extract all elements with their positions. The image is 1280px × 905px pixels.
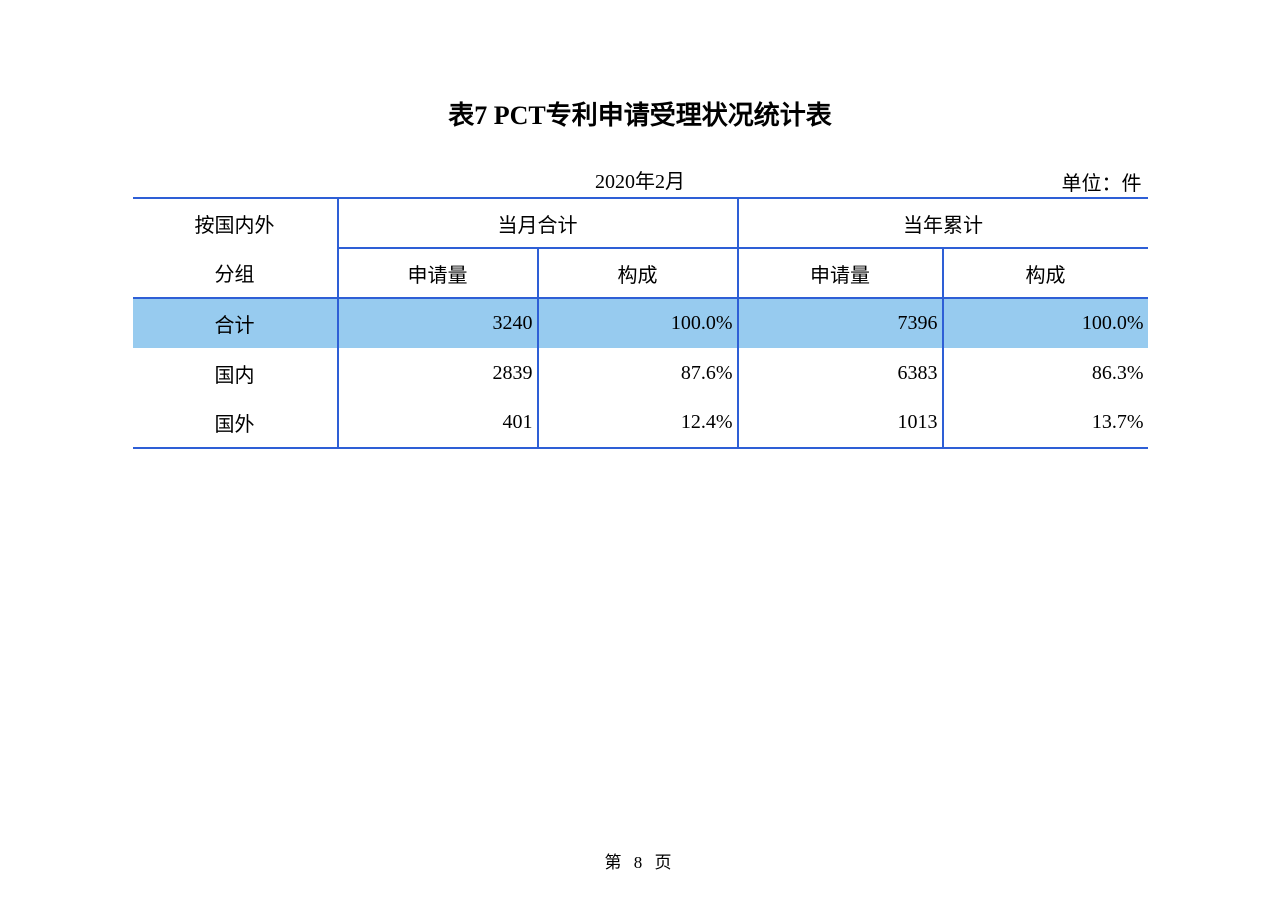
table-container: 2020年2月 单位：件 按国内外 当月合计 当年累计 分组 申请量 构成 申请… bbox=[133, 167, 1148, 449]
cell-year-comp: 13.7% bbox=[943, 398, 1148, 448]
col-year-comp: 构成 bbox=[943, 248, 1148, 298]
col-month-comp: 构成 bbox=[538, 248, 738, 298]
cell-year-comp: 86.3% bbox=[943, 348, 1148, 398]
cell-month-app: 2839 bbox=[338, 348, 538, 398]
page-number: 第 8 页 bbox=[0, 848, 1280, 873]
cell-month-comp: 100.0% bbox=[538, 298, 738, 348]
col-year-app: 申请量 bbox=[738, 248, 943, 298]
cell-month-comp: 87.6% bbox=[538, 348, 738, 398]
col-group-year: 当年累计 bbox=[738, 198, 1148, 248]
table-header-row-1: 按国内外 当月合计 当年累计 bbox=[133, 198, 1148, 248]
col-group-by: 按国内外 bbox=[133, 198, 338, 248]
cell-month-app: 401 bbox=[338, 398, 538, 448]
table-row: 国内 2839 87.6% 6383 86.3% bbox=[133, 348, 1148, 398]
table-meta-row: 2020年2月 单位：件 bbox=[133, 167, 1148, 197]
cell-month-app: 3240 bbox=[338, 298, 538, 348]
col-group-sub: 分组 bbox=[133, 248, 338, 298]
report-date: 2020年2月 bbox=[133, 167, 1148, 197]
col-group-month: 当月合计 bbox=[338, 198, 738, 248]
table-row: 合计 3240 100.0% 7396 100.0% bbox=[133, 298, 1148, 348]
document-page: 表7 PCT专利申请受理状况统计表 2020年2月 单位：件 按国内外 当月合计… bbox=[0, 0, 1280, 905]
cell-year-comp: 100.0% bbox=[943, 298, 1148, 348]
cell-year-app: 6383 bbox=[738, 348, 943, 398]
row-label: 合计 bbox=[133, 298, 338, 348]
row-label: 国内 bbox=[133, 348, 338, 398]
row-label: 国外 bbox=[133, 398, 338, 448]
table-row: 国外 401 12.4% 1013 13.7% bbox=[133, 398, 1148, 448]
pct-stats-table: 按国内外 当月合计 当年累计 分组 申请量 构成 申请量 构成 合计 3240 … bbox=[133, 197, 1148, 449]
unit-label: 单位：件 bbox=[1062, 169, 1142, 199]
cell-year-app: 7396 bbox=[738, 298, 943, 348]
cell-year-app: 1013 bbox=[738, 398, 943, 448]
page-title: 表7 PCT专利申请受理状况统计表 bbox=[0, 95, 1280, 132]
col-month-app: 申请量 bbox=[338, 248, 538, 298]
cell-month-comp: 12.4% bbox=[538, 398, 738, 448]
table-header-row-2: 分组 申请量 构成 申请量 构成 bbox=[133, 248, 1148, 298]
